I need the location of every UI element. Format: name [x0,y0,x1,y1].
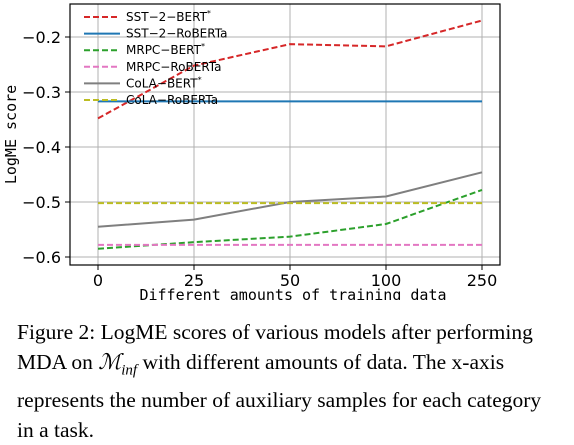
legend-label-superscript: * [198,75,202,84]
legend-label: CoLA−RoBERTa [126,93,218,107]
legend-label-superscript: * [207,9,211,18]
legend-label: SST−2−RoBERTa [126,27,227,41]
logme-line-chart: 0 25 50 100 250 −0.6 −0.5 −0.4 −0.3 −0.2 SST−2−BE… [2,3,501,300]
series-line [97,171,483,228]
x-tick-label: 50 [280,271,300,290]
caption-suffix: with different amounts of data. The x-ax… [17,350,542,443]
x-tick-label: 25 [184,271,204,290]
legend-label-superscript: * [201,42,205,51]
gridlines [70,4,500,265]
caption-text: Figure 2: LogME scores of various models… [17,317,562,445]
plot-frame [69,3,501,266]
figure: 0 25 50 100 250 −0.6 −0.5 −0.4 −0.3 −0.2 SST−2−BE… [2,3,501,300]
x-tick-label: 250 [467,271,498,290]
legend-label: MRPC−RoBERTa [126,60,221,74]
x-tick-label: 100 [371,271,402,290]
caption-math-subscript: inf [121,362,138,379]
caption-math-symbol: ℳ [98,350,122,374]
legend-label: MRPC−BERT* [126,42,205,57]
y-tick-label: −0.6 [22,248,61,267]
y-tick-label: −0.3 [22,83,61,102]
figure-caption: Figure 2: LogME scores of various models… [17,317,562,445]
caption-prefix: Figure 2: LogME scores of various models… [17,320,533,374]
series-line [97,19,483,120]
axis-ticks: 0 25 50 100 250 −0.6 −0.5 −0.4 −0.3 −0.2 [22,28,497,290]
x-axis-label: Different amounts of training data [139,286,446,300]
legend-label: CoLA−BERT* [126,75,202,90]
series-lines [97,19,483,250]
y-axis-label: LogME score [2,85,20,184]
caption-math: ℳinf [98,350,137,378]
y-tick-label: −0.2 [22,28,61,47]
x-tick-label: 0 [93,271,103,290]
y-tick-label: −0.4 [22,138,61,157]
y-tick-label: −0.5 [22,193,61,212]
legend-label: SST−2−BERT* [126,9,211,24]
